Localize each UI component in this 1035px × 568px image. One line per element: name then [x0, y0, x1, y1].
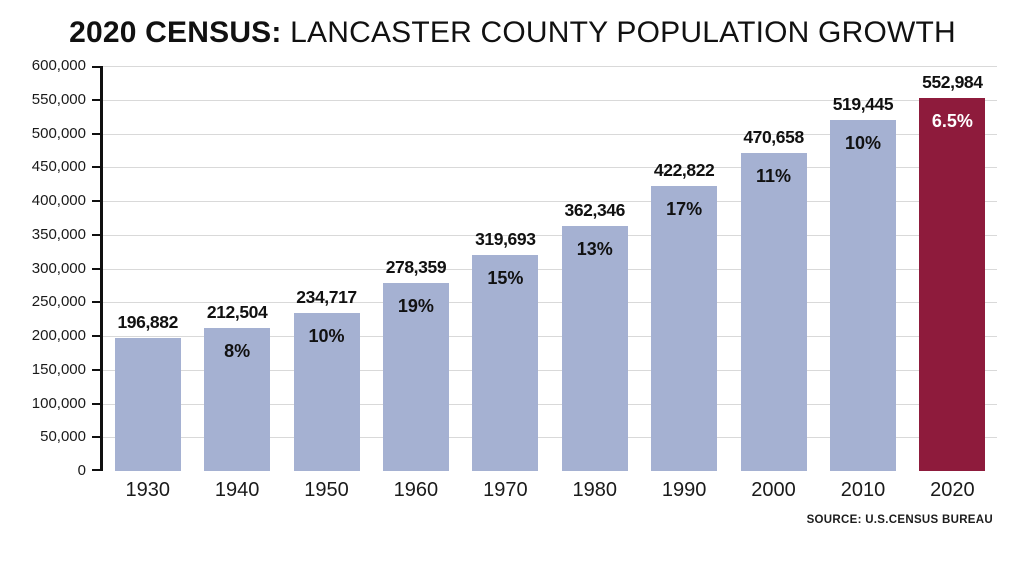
bar-column: 196,882 — [103, 66, 192, 471]
bar-2000: 470,658 11% — [740, 127, 807, 471]
bar-1940: 212,504 8% — [204, 302, 271, 471]
bar-growth-label: 11% — [756, 166, 792, 187]
x-tick-label: 1990 — [661, 479, 707, 501]
bar-growth-label: 19% — [397, 296, 434, 317]
bar-value-label: 212,504 — [206, 301, 268, 322]
y-tick-label: 0 — [77, 462, 86, 479]
bar-column: 362,346 13% — [550, 66, 639, 471]
x-tick-label: 1950 — [304, 479, 349, 501]
gridline — [103, 167, 997, 169]
bar-column: 422,822 17% — [639, 66, 728, 471]
bar-column: 278,359 19% — [371, 66, 460, 471]
y-axis-tick — [92, 368, 100, 371]
bar-growth-label: 13% — [576, 239, 613, 260]
bar-2010: 519,445 10% — [829, 94, 896, 471]
bar-column: 519,445 10% — [818, 66, 907, 471]
y-axis-tick — [92, 200, 100, 202]
y-axis-tick — [92, 469, 100, 471]
x-axis-labels: 1930 1940 1950 1960 1970 1980 1990 2000 2010 2020 — [12, 479, 1013, 502]
y-axis-tick — [92, 166, 100, 169]
gridline — [103, 99, 997, 101]
y-tick-label: 150,000 — [31, 360, 86, 378]
y-axis-tick — [92, 267, 100, 270]
bar-1980: 362,346 13% — [561, 200, 628, 471]
x-tick-label: 1960 — [393, 479, 439, 501]
gridline — [103, 336, 997, 337]
y-tick-label: 250,000 — [31, 293, 86, 311]
y-axis-labels: 0 50,000 100,000 150,000 200,000 250,000 300,0… — [12, 57, 100, 479]
gridline — [103, 369, 997, 371]
y-axis-tick — [92, 335, 100, 337]
x-tick-label: 1970 — [483, 479, 528, 501]
bar-column: 212,504 8% — [192, 66, 281, 471]
bar-column: 552,984 6.5% — [908, 66, 997, 471]
bar-1930: 196,882 — [114, 312, 181, 471]
y-axis-tick — [92, 98, 100, 101]
bar-value-label: 422,822 — [653, 159, 715, 180]
bar-1990: 422,822 17% — [651, 160, 718, 471]
title-regular-part: LANCASTER COUNTY POPULATION GROWTH — [290, 16, 956, 49]
y-tick-label: 200,000 — [31, 327, 86, 344]
gridline — [103, 437, 997, 439]
y-tick-label: 50,000 — [40, 428, 86, 446]
y-tick-label: 450,000 — [31, 158, 86, 176]
y-axis-tick — [92, 66, 100, 68]
y-axis-tick — [92, 132, 100, 135]
y-tick-label: 100,000 — [31, 394, 86, 412]
bar-1950: 234,717 10% — [293, 287, 360, 471]
bar-column: 319,693 15% — [461, 66, 550, 471]
x-tick-label: 1930 — [125, 479, 170, 501]
bar-column: 470,658 11% — [729, 66, 818, 471]
x-tick-label: 2020 — [930, 479, 975, 501]
y-axis-tick — [92, 301, 100, 304]
gridline — [103, 201, 997, 202]
bar-growth-label: 10% — [844, 133, 881, 154]
y-tick-label: 500,000 — [31, 124, 86, 142]
bar-1960: 278,359 19% — [382, 257, 449, 471]
bar-value-label: 470,658 — [743, 127, 804, 148]
x-tick-label: 2000 — [751, 479, 796, 501]
gridline — [103, 268, 997, 270]
y-tick-label: 400,000 — [31, 192, 86, 209]
gridline — [103, 133, 997, 135]
bar-growth-label: 6.5% — [931, 110, 973, 131]
bar-value-label: 552,984 — [922, 71, 983, 92]
page-title: 2020 CENSUS: LANCASTER COUNTY POPULATION… — [12, 16, 1013, 50]
bars-layer: 196,882 212,504 8% 234,717 10% 278,359 19% 319,… — [103, 66, 997, 471]
x-tick-label: 1940 — [214, 479, 260, 501]
bar-1970: 319,693 15% — [472, 229, 539, 471]
x-tick-label: 2010 — [840, 479, 886, 501]
bar-growth-label: 15% — [487, 268, 524, 289]
y-axis-tick — [92, 436, 100, 439]
bar-growth-label: 8% — [224, 340, 251, 361]
bar-value-label: 362,346 — [564, 200, 626, 221]
gridline — [103, 302, 997, 304]
bar-value-label: 278,359 — [385, 257, 447, 278]
y-tick-label: 350,000 — [31, 225, 86, 243]
gridline — [103, 66, 997, 67]
y-axis-tick — [92, 233, 100, 236]
gridline — [103, 403, 997, 405]
bar-value-label: 234,717 — [296, 286, 357, 307]
bar-value-label: 319,693 — [475, 229, 536, 250]
x-tick-label: 1980 — [572, 479, 617, 501]
y-tick-label: 550,000 — [31, 90, 86, 108]
gridline — [103, 234, 997, 236]
source-credit: SOURCE: U.S.CENSUS BUREAU — [806, 514, 993, 526]
bar-growth-label: 10% — [308, 325, 345, 346]
bar-value-label: 196,882 — [117, 312, 178, 333]
bar-value-label: 519,445 — [832, 94, 894, 115]
bar-growth-label: 17% — [666, 198, 703, 219]
y-axis-tick — [92, 402, 100, 405]
plot-area: 196,882 212,504 8% 234,717 10% 278,359 19% 319,… — [92, 66, 997, 471]
y-tick-label: 300,000 — [31, 259, 86, 277]
bar-column: 234,717 10% — [282, 66, 371, 471]
bar-2020: 552,984 6.5% — [919, 72, 986, 471]
chart-area: 0 50,000 100,000 150,000 200,000 250,000 300,0… — [12, 57, 1013, 479]
y-tick-label: 600,000 — [31, 57, 86, 74]
title-bold-part: 2020 CENSUS: — [69, 16, 282, 49]
